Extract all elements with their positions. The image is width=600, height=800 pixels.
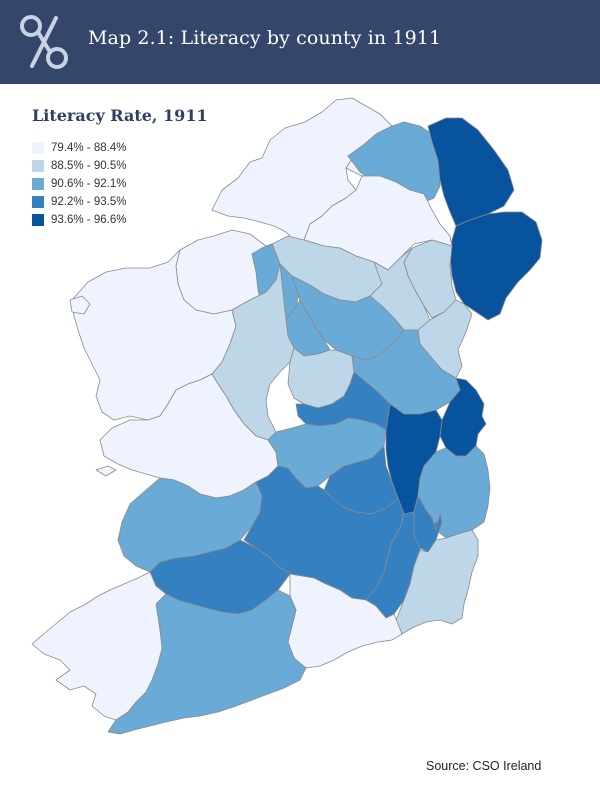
- county-antrim: [427, 117, 515, 227]
- legend-swatch: [32, 214, 44, 226]
- legend-label: 79.4% - 88.4%: [51, 142, 127, 154]
- legend-item: 90.6% - 92.1%: [32, 175, 126, 193]
- ireland-county-map: [31, 97, 543, 735]
- page-title: Map 2.1: Literacy by county in 1911: [88, 27, 442, 49]
- legend-label: 92.2% - 93.5%: [51, 196, 127, 208]
- legend-swatch: [32, 178, 44, 190]
- county-dublin: [439, 377, 487, 457]
- county-wexford: [395, 529, 479, 635]
- legend-title: Literacy Rate, 1911: [32, 106, 208, 125]
- legend-label: 93.6% - 96.6%: [51, 214, 127, 226]
- legend-item: 93.6% - 96.6%: [32, 211, 126, 229]
- legend-swatch: [32, 196, 44, 208]
- county-westmeath-east: [295, 371, 391, 431]
- legend-item: 88.5% - 90.5%: [32, 157, 126, 175]
- county-down: [449, 211, 543, 321]
- legend-item: 92.2% - 93.5%: [32, 193, 126, 211]
- legend-swatch: [32, 160, 44, 172]
- legend-item: 79.4% - 88.4%: [32, 139, 126, 157]
- legend-label: 88.5% - 90.5%: [51, 160, 127, 172]
- scissors-loop-logo-icon: [20, 15, 68, 69]
- legend-swatch: [32, 142, 44, 154]
- county-kerry: [31, 571, 167, 721]
- island-achill: [69, 295, 91, 315]
- source-note: Source: CSO Ireland: [426, 759, 542, 773]
- header-bar: Map 2.1: Literacy by county in 1911: [0, 0, 600, 84]
- map-legend: 79.4% - 88.4% 88.5% - 90.5% 90.6% - 92.1…: [32, 139, 126, 229]
- legend-label: 90.6% - 92.1%: [51, 178, 127, 190]
- island-aran: [95, 465, 117, 477]
- county-carlow: [413, 495, 443, 553]
